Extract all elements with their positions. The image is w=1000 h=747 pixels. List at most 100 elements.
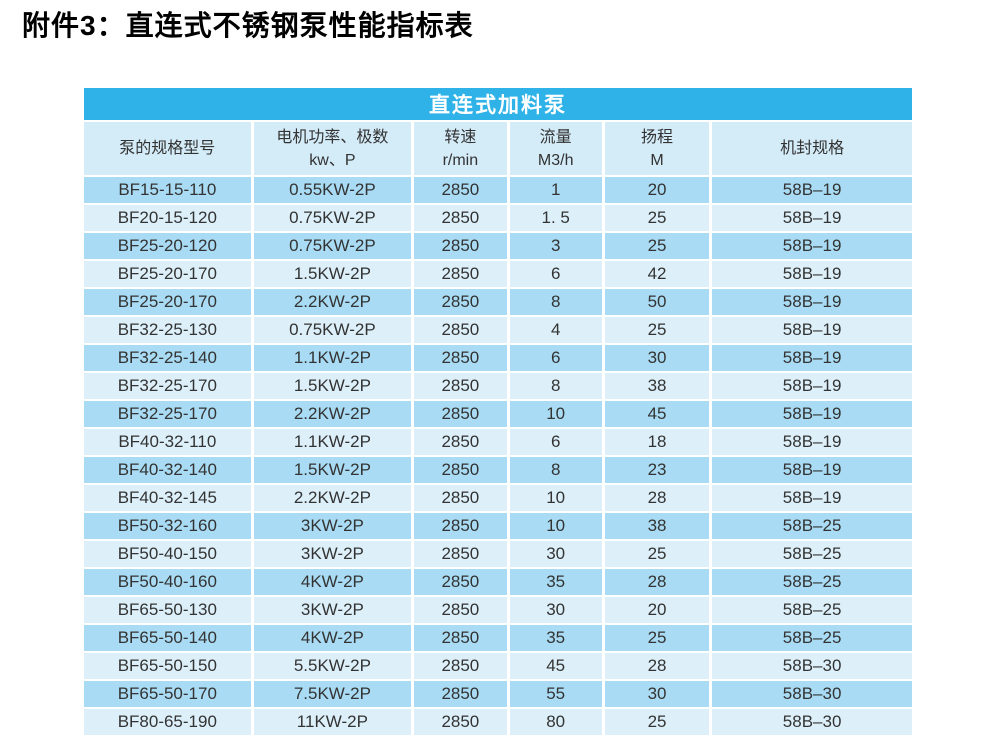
table-cell: 10 bbox=[509, 513, 602, 539]
column-header-motor-power: 电机功率、极数 kw、P bbox=[253, 122, 412, 175]
table-cell: 58B–19 bbox=[712, 205, 912, 231]
table-cell: 58B–25 bbox=[712, 541, 912, 567]
table-cell: 2850 bbox=[414, 317, 507, 343]
table-cell: 2850 bbox=[414, 429, 507, 455]
table-cell: 58B–19 bbox=[712, 233, 912, 259]
table-cell: 28 bbox=[604, 569, 710, 595]
table-cell: 2850 bbox=[414, 597, 507, 623]
table-cell: 25 bbox=[604, 317, 710, 343]
table-cell: BF15-15-110 bbox=[84, 177, 251, 203]
table-cell: 2850 bbox=[414, 401, 507, 427]
table-cell: 35 bbox=[509, 625, 602, 651]
table-cell: 0.55KW-2P bbox=[253, 177, 412, 203]
table-cell: 20 bbox=[604, 177, 710, 203]
table-cell: BF25-20-120 bbox=[84, 233, 251, 259]
table-cell: 2850 bbox=[414, 457, 507, 483]
table-cell: 2850 bbox=[414, 485, 507, 511]
pump-spec-table: 直连式加料泵 泵的规格型号 电机功率、极数 kw、P 转速 r/min 流量 M3/h… bbox=[81, 86, 915, 737]
table-cell: 1.5KW-2P bbox=[253, 457, 412, 483]
table-cell: BF20-15-120 bbox=[84, 205, 251, 231]
table-cell: 58B–25 bbox=[712, 597, 912, 623]
table-cell: BF25-20-170 bbox=[84, 289, 251, 315]
table-cell: 1.1KW-2P bbox=[253, 429, 412, 455]
table-cell: BF65-50-170 bbox=[84, 681, 251, 707]
table-cell: 2850 bbox=[414, 373, 507, 399]
table-cell: 2850 bbox=[414, 177, 507, 203]
table-cell: 58B–25 bbox=[712, 513, 912, 539]
column-header-line: M3/h bbox=[537, 151, 574, 169]
table-cell: 58B–30 bbox=[712, 709, 912, 735]
table-cell: 55 bbox=[509, 681, 602, 707]
table-cell: 58B–30 bbox=[712, 681, 912, 707]
table-cell: 58B–19 bbox=[712, 429, 912, 455]
table-cell: 25 bbox=[604, 709, 710, 735]
table-cell: BF32-25-170 bbox=[84, 373, 251, 399]
table-cell: 6 bbox=[509, 261, 602, 287]
table-cell: 45 bbox=[604, 401, 710, 427]
table-cell: 58B–19 bbox=[712, 289, 912, 315]
table-row: BF32-25-170 2.2KW-2P 2850 10 45 58B–19 bbox=[84, 401, 912, 427]
table-row: BF65-50-130 3KW-2P 2850 30 20 58B–25 bbox=[84, 597, 912, 623]
table-cell: 3 bbox=[509, 233, 602, 259]
table-cell: 8 bbox=[509, 373, 602, 399]
table-cell: 4 bbox=[509, 317, 602, 343]
table-cell: BF65-50-130 bbox=[84, 597, 251, 623]
table-banner: 直连式加料泵 bbox=[84, 88, 912, 120]
table-cell: 10 bbox=[509, 485, 602, 511]
table-cell: 2850 bbox=[414, 261, 507, 287]
table-cell: 38 bbox=[604, 513, 710, 539]
table-row: BF50-40-160 4KW-2P 2850 35 28 58B–25 bbox=[84, 569, 912, 595]
table-cell: BF65-50-150 bbox=[84, 653, 251, 679]
table-cell: 4KW-2P bbox=[253, 569, 412, 595]
table-cell: 1. 5 bbox=[509, 205, 602, 231]
table-cell: BF32-25-170 bbox=[84, 401, 251, 427]
table-cell: 50 bbox=[604, 289, 710, 315]
column-header-line: 转速 bbox=[444, 128, 477, 146]
table-cell: 58B–25 bbox=[712, 569, 912, 595]
table-cell: BF65-50-140 bbox=[84, 625, 251, 651]
table-cell: 28 bbox=[604, 653, 710, 679]
table-cell: BF50-40-160 bbox=[84, 569, 251, 595]
table-cell: 1 bbox=[509, 177, 602, 203]
table-cell: 58B–19 bbox=[712, 485, 912, 511]
table-cell: 42 bbox=[604, 261, 710, 287]
table-cell: 30 bbox=[509, 597, 602, 623]
table-cell: 30 bbox=[604, 681, 710, 707]
table-cell: 58B–19 bbox=[712, 345, 912, 371]
table-cell: 58B–19 bbox=[712, 177, 912, 203]
table-cell: 0.75KW-2P bbox=[253, 233, 412, 259]
column-header-line: r/min bbox=[442, 151, 479, 169]
table-cell: 58B–30 bbox=[712, 653, 912, 679]
column-header-flow: 流量 M3/h bbox=[509, 122, 602, 175]
table-cell: 1.5KW-2P bbox=[253, 261, 412, 287]
table-cell: 2.2KW-2P bbox=[253, 289, 412, 315]
column-header-line: 泵的规格型号 bbox=[119, 140, 216, 157]
table-row: BF20-15-120 0.75KW-2P 2850 1. 5 25 58B–19 bbox=[84, 205, 912, 231]
column-header-speed: 转速 r/min bbox=[414, 122, 507, 175]
table-cell: 58B–25 bbox=[712, 625, 912, 651]
table-cell: BF50-32-160 bbox=[84, 513, 251, 539]
table-cell: 58B–19 bbox=[712, 373, 912, 399]
table-row: BF40-32-140 1.5KW-2P 2850 8 23 58B–19 bbox=[84, 457, 912, 483]
table-cell: 2850 bbox=[414, 681, 507, 707]
banner-row: 直连式加料泵 bbox=[84, 88, 912, 120]
table-cell: 2850 bbox=[414, 653, 507, 679]
table-cell: BF32-25-130 bbox=[84, 317, 251, 343]
table-cell: BF50-40-150 bbox=[84, 541, 251, 567]
table-cell: 3KW-2P bbox=[253, 541, 412, 567]
column-header-line: kw、P bbox=[309, 151, 356, 169]
table-cell: BF40-32-140 bbox=[84, 457, 251, 483]
column-header-line: M bbox=[650, 151, 664, 169]
column-header-line: 机封规格 bbox=[780, 140, 845, 157]
column-header-line: 流量 bbox=[539, 128, 572, 146]
table-cell: 0.75KW-2P bbox=[253, 317, 412, 343]
table-cell: 2.2KW-2P bbox=[253, 401, 412, 427]
table-cell: 8 bbox=[509, 289, 602, 315]
table-cell: 6 bbox=[509, 345, 602, 371]
table-cell: 6 bbox=[509, 429, 602, 455]
table-cell: 23 bbox=[604, 457, 710, 483]
column-header-line: 扬程 bbox=[641, 128, 674, 146]
column-header-seal-spec: 机封规格 bbox=[712, 122, 912, 175]
table-cell: 3KW-2P bbox=[253, 597, 412, 623]
table-cell: 2850 bbox=[414, 541, 507, 567]
